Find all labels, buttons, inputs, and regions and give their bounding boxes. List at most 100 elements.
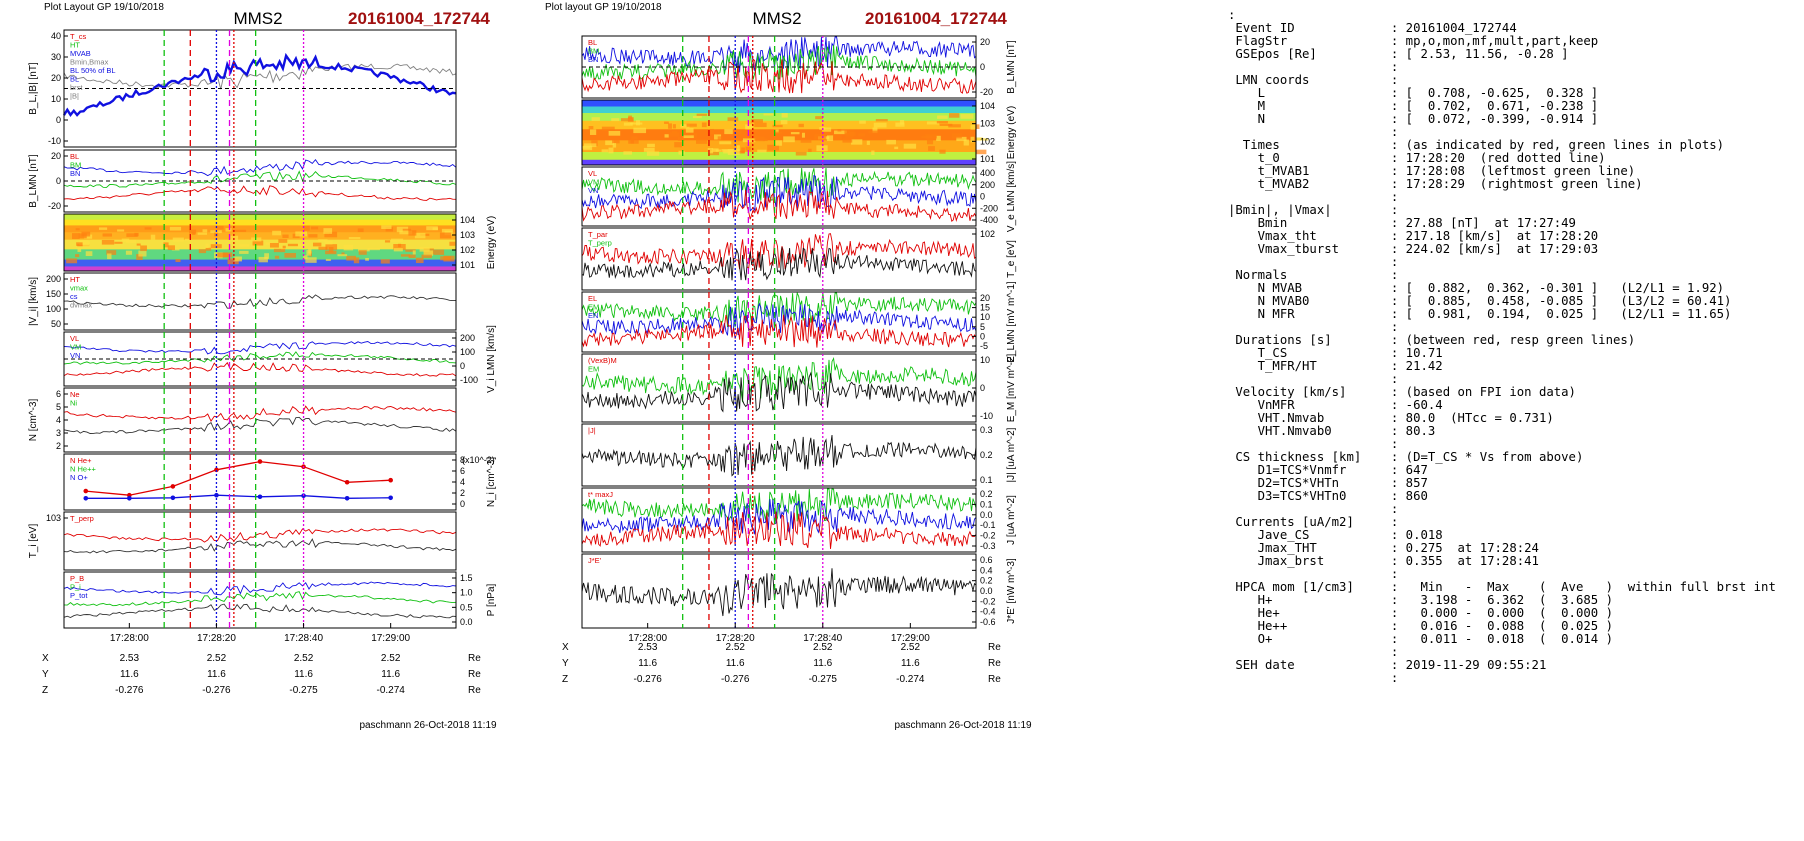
spectrogram-cell xyxy=(440,256,451,261)
legend-entry: T_perp xyxy=(70,514,94,523)
orbit-value: 11.6 xyxy=(120,669,139,680)
legend-entry: (VexB)M xyxy=(588,356,617,365)
info-line: O+ : 0.011 - 0.018 ( 0.014 ) xyxy=(1228,632,1613,646)
spectrogram-cell xyxy=(589,129,597,135)
ytick-label: -0.3 xyxy=(980,541,996,551)
orbit-unit: Re xyxy=(468,685,481,696)
ytick-label: 30 xyxy=(51,52,61,62)
orbit-unit: Re xyxy=(468,653,481,664)
ytick-label: 200 xyxy=(460,333,475,343)
data-trace xyxy=(63,341,457,355)
spectrogram-cell xyxy=(754,122,767,128)
data-trace xyxy=(581,568,977,617)
spectrogram-cell xyxy=(801,132,805,138)
legend-entry: BL 50% of BL xyxy=(70,66,116,75)
orbit-value: 2.52 xyxy=(207,653,227,664)
ytick-label: 4 xyxy=(56,415,61,425)
info-line: He++ : 0.016 - 0.088 ( 0.025 ) xyxy=(1228,619,1613,633)
ytick-label: 100 xyxy=(460,347,475,357)
spectrogram-cell xyxy=(691,133,698,138)
panel-ion_spectrogram: 104 103 102 101 Energy (eV) xyxy=(63,213,497,272)
legend-entry: brst xyxy=(70,83,83,92)
info-line: : xyxy=(1228,320,1399,334)
spectrogram-cell xyxy=(449,241,456,246)
spectrogram-cell xyxy=(754,136,765,142)
panel-J_abs: 0.3 0.2 0.1 |J| [uA m^-2] |J| xyxy=(581,423,1017,487)
spectrogram-cell xyxy=(837,129,842,132)
spectrogram-cell xyxy=(849,131,856,137)
spectrogram-band xyxy=(64,225,456,233)
spectrogram-band xyxy=(64,249,456,261)
orbit-value: 2.52 xyxy=(294,653,314,664)
spectrogram-cell xyxy=(715,149,722,152)
spectrogram-cell xyxy=(970,136,975,143)
spectrogram-cell xyxy=(184,238,190,241)
time-tick-label: 17:28:00 xyxy=(628,633,667,644)
ytick-label: 0 xyxy=(980,331,985,341)
orbit-value: 11.6 xyxy=(207,669,226,680)
spectrogram-cell xyxy=(358,250,367,255)
spectrogram-cell xyxy=(227,258,239,265)
legend-entry: P_B xyxy=(70,574,84,583)
orbit-value: 2.53 xyxy=(120,653,140,664)
spectrogram-cell xyxy=(628,140,639,144)
hpca-series-line xyxy=(85,494,391,499)
spectrogram-cell xyxy=(408,230,417,236)
spectrogram-cell xyxy=(312,242,322,247)
spectrogram-band xyxy=(64,214,456,221)
spectrogram-cell xyxy=(82,241,91,248)
orbit-value: -0.274 xyxy=(376,685,405,696)
panel-frame xyxy=(63,272,457,331)
info-line: Velocity [km/s] : (based on FPI ion data… xyxy=(1228,385,1576,399)
info-line: SEH date : 2019-11-29 09:55:21 xyxy=(1228,658,1547,672)
legend-entry: VN xyxy=(588,186,598,195)
spectrogram-cell xyxy=(669,132,680,137)
ytick-label: -10 xyxy=(48,136,61,146)
info-line: : xyxy=(1228,437,1399,451)
spectrogram-cell xyxy=(724,129,733,135)
spectrogram-cell xyxy=(696,113,708,116)
spectrogram-cell xyxy=(963,139,969,146)
data-trace xyxy=(581,233,977,270)
ytick-label: -100 xyxy=(460,375,478,385)
spectrogram-cell xyxy=(767,144,779,151)
spectrogram-cell xyxy=(396,226,409,233)
legend-entry: N He++ xyxy=(70,465,96,474)
spectrogram-cell xyxy=(736,138,742,142)
orbit-unit: Re xyxy=(468,669,481,680)
spectrogram-cell xyxy=(709,151,720,156)
legend-entry: BL xyxy=(70,75,79,84)
spectrogram-cell xyxy=(169,226,182,231)
spectrogram-cell xyxy=(343,244,354,251)
data-trace xyxy=(581,187,977,223)
spectrogram-cell xyxy=(367,248,380,251)
info-line: Times : (as indicated by red, green line… xyxy=(1228,138,1725,152)
data-trace xyxy=(62,52,457,117)
spectrogram-cell xyxy=(899,120,905,125)
spectrogram-cell xyxy=(775,129,779,134)
data-trace xyxy=(63,63,457,90)
info-line: LMN coords : xyxy=(1228,73,1399,87)
info-line: Jmax_THT : 0.275 at 17:28:24 xyxy=(1228,541,1539,555)
spectrogram-cell xyxy=(926,139,934,145)
spectrogram-cell xyxy=(393,244,406,250)
info-line: N MVAB0 : [ 0.885, 0.458, -0.085 ] (L3/L… xyxy=(1228,294,1732,308)
data-trace xyxy=(63,294,456,309)
ytick-label: -20 xyxy=(980,87,993,97)
panel-pressure: 1.5 1.0 0.5 0.0 P [nPa] P_BP_iP_tot xyxy=(63,571,497,629)
info-line: : xyxy=(1228,645,1399,659)
spectrogram-cell xyxy=(295,231,308,237)
spectrogram-cell xyxy=(605,140,614,146)
info-line: T_CS : 10.71 xyxy=(1228,346,1443,360)
spectrogram-cell xyxy=(710,128,714,135)
panel-frame xyxy=(63,331,457,387)
legend-entry: EN xyxy=(588,311,598,320)
panel-frame xyxy=(63,213,457,272)
ytick-label: 20 xyxy=(980,37,990,47)
ytick-label: 0 xyxy=(980,62,985,72)
ytick-label: 200 xyxy=(46,274,61,284)
ylabel: B_LMN [nT] xyxy=(1006,40,1017,94)
info-line: : xyxy=(1228,8,1236,22)
